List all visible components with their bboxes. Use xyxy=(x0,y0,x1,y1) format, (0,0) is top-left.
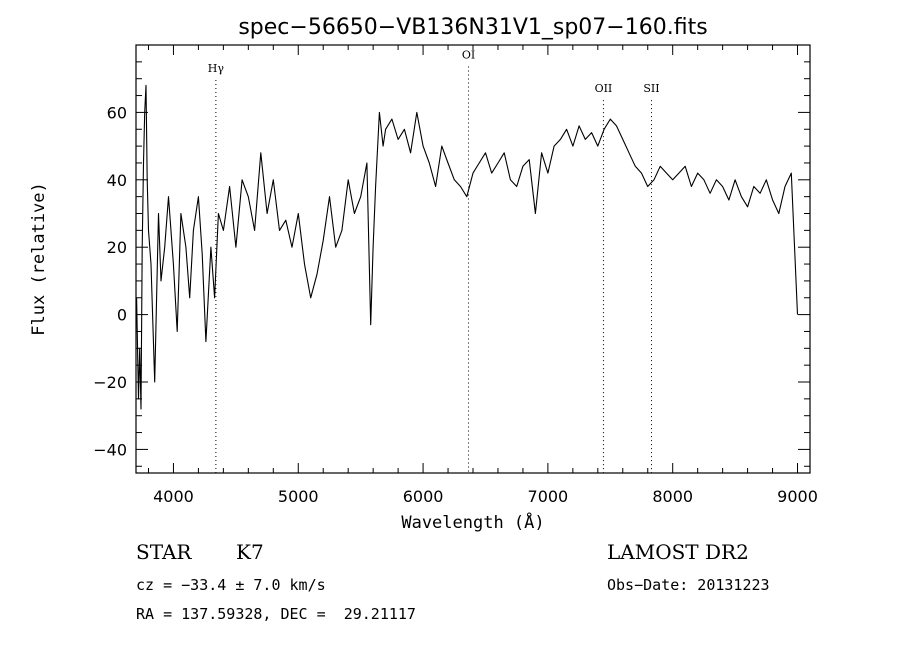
line-marker-labels: Hγ OI OII SII xyxy=(208,48,660,95)
redshift-info: cz = −33.4 ± 7.0 km/s xyxy=(136,576,326,594)
object-subclass: K7 xyxy=(236,540,264,564)
x-tick-label: 7000 xyxy=(528,487,569,506)
coordinates: RA = 137.59328, DEC = 29.21117 xyxy=(136,605,416,623)
chart-title: spec−56650−VB136N31V1_sp07−160.fits xyxy=(238,15,707,40)
x-tick-label: 5000 xyxy=(278,487,319,506)
y-tick-label: −40 xyxy=(93,440,127,459)
axis-ticks xyxy=(136,44,810,473)
x-tick-label: 9000 xyxy=(777,487,818,506)
obs-date: Obs−Date: 20131223 xyxy=(607,576,770,594)
plot-frame xyxy=(135,44,811,474)
line-marker-label: Hγ xyxy=(208,62,225,75)
y-tick-label: 20 xyxy=(107,238,127,257)
object-class: STAR xyxy=(136,540,192,564)
y-tick-label: 0 xyxy=(117,306,127,325)
x-tick-labels: 4000 5000 6000 7000 8000 9000 xyxy=(153,487,818,506)
y-tick-labels: −40 −20 0 20 40 60 xyxy=(93,103,127,459)
y-axis-label: Flux (relative) xyxy=(29,182,49,336)
y-tick-label: 60 xyxy=(107,103,127,122)
x-tick-label: 4000 xyxy=(153,487,194,506)
y-tick-label: 40 xyxy=(107,171,127,190)
survey-name: LAMOST DR2 xyxy=(607,540,749,564)
y-tick-label: −20 xyxy=(93,373,127,392)
line-marker-label: OII xyxy=(595,82,613,95)
line-marker-label: OI xyxy=(462,48,475,61)
line-markers xyxy=(215,66,652,473)
spectrum-line xyxy=(136,84,799,410)
x-axis-label: Wavelength (Å) xyxy=(401,511,544,533)
x-tick-label: 8000 xyxy=(652,487,693,506)
line-marker-label: SII xyxy=(643,82,659,95)
x-tick-label: 6000 xyxy=(403,487,444,506)
